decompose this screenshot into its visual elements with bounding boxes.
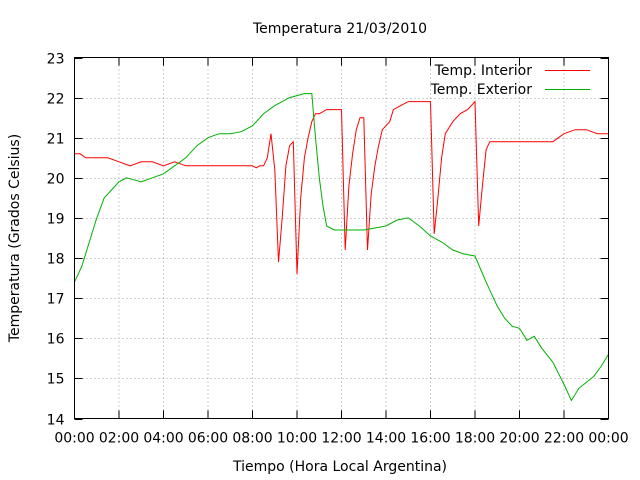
- x-tick-label: 20:00: [499, 431, 539, 447]
- legend-label-interior: Temp. Interior: [434, 63, 533, 79]
- x-tick-labels: 00:00 02:00 04:00 06:00 08:00 10:00 12:00 14:00…: [54, 431, 628, 447]
- x-axis-label: Tiempo (Hora Local Argentina): [232, 459, 447, 475]
- y-axis-label: Temperatura (Grados Celsius): [7, 134, 23, 343]
- legend: Temp. Interior Temp. Exterior: [430, 63, 590, 98]
- x-tick-label: 16:00: [410, 431, 450, 447]
- x-tick-label: 10:00: [277, 431, 317, 447]
- y-tick-label: 18: [47, 252, 65, 268]
- y-tick-label: 21: [47, 132, 65, 148]
- y-tick-label: 15: [47, 372, 65, 388]
- y-tick-label: 23: [47, 52, 65, 68]
- series-line-exterior: [74, 93, 609, 402]
- x-tick-label: 12:00: [321, 431, 361, 447]
- x-tick-label: 04:00: [143, 431, 183, 447]
- ticks: [74, 57, 609, 420]
- series-lines: [74, 93, 609, 402]
- x-tick-label: 06:00: [188, 431, 228, 447]
- chart-title: Temperatura 21/03/2010: [252, 21, 427, 37]
- y-tick-label: 22: [47, 92, 65, 108]
- x-tick-label: 18:00: [455, 431, 495, 447]
- x-tick-label: 00:00: [588, 431, 628, 447]
- y-tick-label: 20: [47, 172, 65, 188]
- y-tick-label: 17: [47, 292, 65, 308]
- series-line-interior: [74, 100, 609, 275]
- y-tick-label: 14: [47, 413, 65, 429]
- x-tick-label: 14:00: [366, 431, 406, 447]
- x-tick-label: 22:00: [544, 431, 584, 447]
- x-tick-label: 00:00: [54, 431, 94, 447]
- y-tick-label: 16: [47, 332, 65, 348]
- y-tick-label: 19: [47, 212, 65, 228]
- x-tick-label: 02:00: [99, 431, 139, 447]
- y-tick-labels: 14 15 16 17 18 19 20 21 22 23: [47, 52, 65, 429]
- legend-label-exterior: Temp. Exterior: [430, 82, 533, 98]
- x-tick-label: 08:00: [232, 431, 272, 447]
